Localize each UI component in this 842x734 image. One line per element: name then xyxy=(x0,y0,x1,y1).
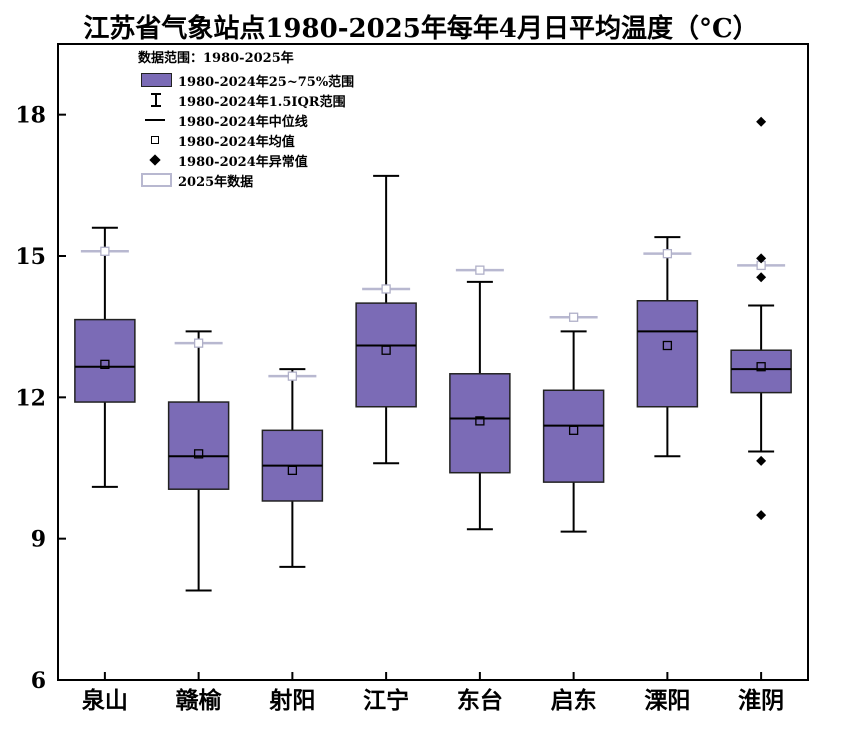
box-group-2 xyxy=(167,330,230,592)
y-tick-label: 12 xyxy=(15,385,46,411)
iqr-box xyxy=(167,401,230,490)
legend-label: 1980-2024年中位线 xyxy=(178,114,308,130)
y-tick-label: 15 xyxy=(15,244,46,270)
legend-item-box: 1980-2024年25~75%范围 xyxy=(138,70,354,90)
iqr-box xyxy=(355,302,417,408)
box-group-4 xyxy=(355,174,417,465)
legend-label: 1980-2024年均值 xyxy=(178,134,295,150)
legend-item-outlier: 1980-2024年异常值 xyxy=(138,150,354,170)
x-tick-label: 东台 xyxy=(457,687,503,714)
x-tick-label: 江宁 xyxy=(363,687,409,714)
value-2025-marker xyxy=(475,265,485,275)
mean-marker xyxy=(756,362,766,372)
legend-item-2025: 2025年数据 xyxy=(138,170,354,190)
y-tick-label: 6 xyxy=(31,668,46,694)
iqr-box xyxy=(730,349,792,394)
iqr-box xyxy=(542,389,605,483)
box-group-7 xyxy=(636,236,699,458)
box-group-5 xyxy=(449,265,511,531)
x-tick-label: 溧阳 xyxy=(644,687,690,714)
value-2025-marker xyxy=(568,312,579,322)
value-2025-marker xyxy=(381,284,391,294)
value-2025-marker xyxy=(193,338,204,348)
median-swatch-icon xyxy=(138,110,172,130)
iqr-box xyxy=(636,300,699,408)
legend-label: 1980-2024年异常值 xyxy=(178,154,308,170)
mean-marker xyxy=(475,416,485,426)
mean-marker xyxy=(287,465,298,476)
mean-marker xyxy=(381,345,391,355)
legend-label: 2025年数据 xyxy=(178,174,254,190)
whisker-swatch-icon xyxy=(138,90,172,110)
legend-label: 1980-2024年1.5IQR范围 xyxy=(178,94,346,110)
legend-item-mean: 1980-2024年均值 xyxy=(138,130,354,150)
y-tick-label: 18 xyxy=(15,103,46,129)
mean-marker xyxy=(662,340,673,351)
box-group-3 xyxy=(261,368,324,568)
outlier-marker xyxy=(756,116,767,127)
x-tick-label: 赣榆 xyxy=(176,687,223,714)
legend-header: 数据范围：1980-2025年 xyxy=(138,51,294,66)
box-group-6 xyxy=(542,312,605,533)
iqr-box xyxy=(449,373,511,474)
legend-item-whisker: 1980-2024年1.5IQR范围 xyxy=(138,90,354,110)
chart-title: 江苏省气象站点1980-2025年每年4月日平均温度（°C） xyxy=(83,14,759,44)
value-2025-marker xyxy=(287,371,298,381)
mean-marker xyxy=(193,449,204,459)
y-tick-label: 9 xyxy=(31,527,46,553)
outlier-marker xyxy=(756,253,767,264)
outlier-marker xyxy=(756,455,767,466)
legend-label: 1980-2024年25~75%范围 xyxy=(178,74,355,90)
x-tick-label: 启东 xyxy=(551,687,597,714)
legend: 数据范围：1980-2025年 1980-2024年25~75%范围 1980-… xyxy=(138,50,354,190)
outlier-marker xyxy=(756,510,767,521)
mean-marker xyxy=(100,359,110,370)
mean-marker xyxy=(568,425,579,435)
value-2025-marker xyxy=(662,248,673,259)
2025-swatch-icon xyxy=(138,170,172,190)
box-group-8 xyxy=(730,116,792,521)
outlier-marker xyxy=(756,272,767,283)
plot-frame xyxy=(57,43,809,681)
legend-item-median: 1980-2024年中位线 xyxy=(138,110,354,130)
x-tick-label: 泉山 xyxy=(82,687,128,714)
x-tick-label: 射阳 xyxy=(268,687,315,714)
value-2025-marker xyxy=(100,246,110,256)
box-group-1 xyxy=(74,226,136,488)
mean-square-icon xyxy=(138,130,172,150)
outlier-diamond-icon xyxy=(138,150,172,170)
x-tick-label: 淮阴 xyxy=(738,687,784,714)
box-swatch-icon xyxy=(138,70,172,90)
